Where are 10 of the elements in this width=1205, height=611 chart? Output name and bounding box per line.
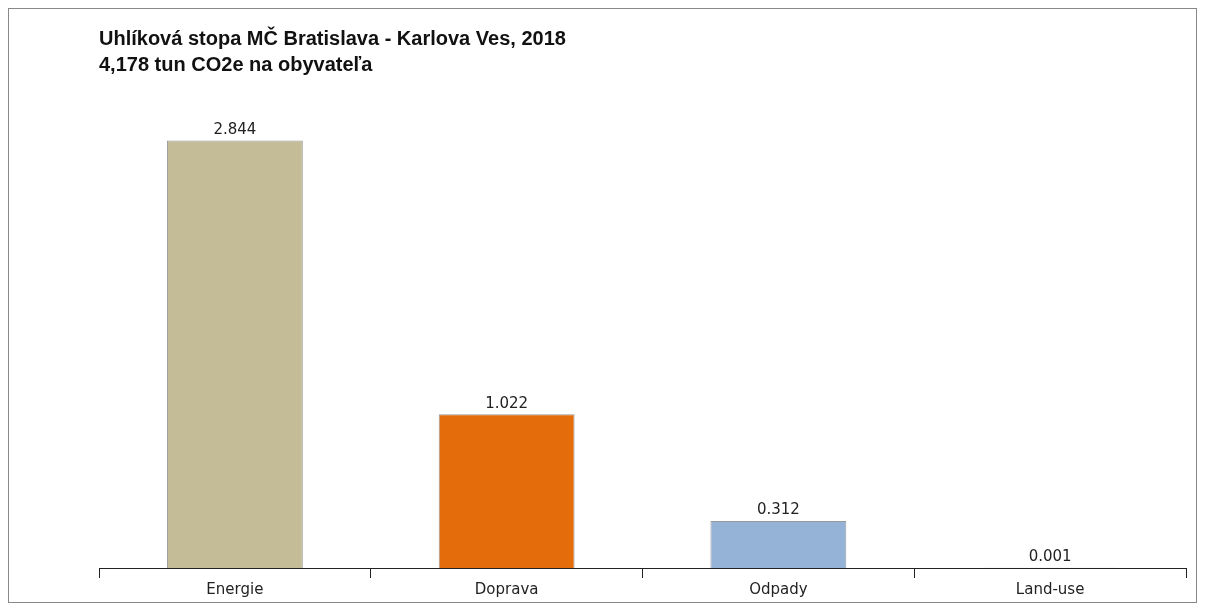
chart-title: Uhlíková stopa MČ Bratislava - Karlova Ves, 2018 bbox=[99, 25, 566, 49]
chart-subtitle: 4,178 tun CO2e na obyvateľa bbox=[99, 52, 374, 75]
x-tick-label: Energie bbox=[206, 579, 264, 598]
x-tick-label: Doprava bbox=[474, 579, 539, 598]
data-label: 0.312 bbox=[756, 500, 800, 519]
data-label: 1.022 bbox=[485, 393, 529, 412]
x-tick-label: Land-use bbox=[1015, 579, 1085, 598]
data-label: 2.844 bbox=[213, 119, 257, 138]
data-label: 0.001 bbox=[1028, 547, 1072, 566]
x-tick-label: Odpady bbox=[749, 579, 808, 598]
